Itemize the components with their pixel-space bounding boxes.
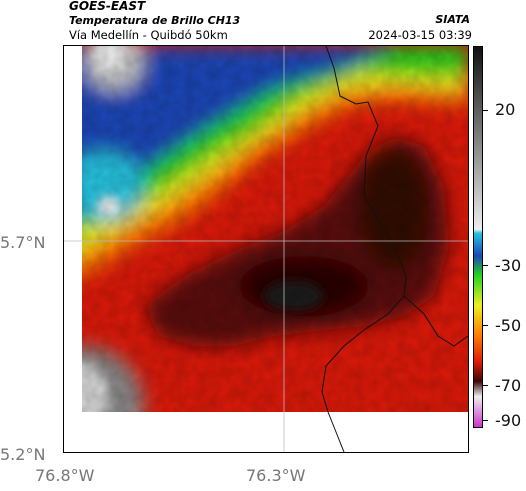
brightness-temperature-map [63, 45, 469, 453]
route-subtitle: Vía Medellín - Quibdó 50km [69, 28, 228, 42]
field-texture [64, 46, 468, 452]
department-border-branch [403, 295, 468, 347]
colorbar-svg [474, 47, 482, 427]
department-border [321, 46, 407, 452]
cbar-label-minus90: -90 [495, 411, 522, 430]
cbar-tick-20 [483, 110, 488, 111]
cbar-label-20: 20 [495, 100, 516, 119]
no-data-strip [64, 412, 468, 452]
cbar-tick-50 [483, 325, 488, 326]
map-svg [64, 46, 468, 452]
cbar-tick-90 [483, 420, 488, 421]
lon-label-76-8: 76.8°W [35, 466, 95, 485]
lat-label-5-7: 5.7°N [0, 233, 46, 252]
satellite-title: GOES-EAST [69, 0, 146, 13]
product-title: Temperatura de Brillo CH13 [69, 14, 241, 27]
cbar-label-minus30: -30 [495, 256, 522, 275]
timestamp-label: 2024-03-15 03:39 [368, 28, 472, 42]
cbar-label-minus50: -50 [495, 316, 522, 335]
no-data-edge [64, 46, 82, 452]
cbar-label-minus70: -70 [495, 376, 522, 395]
lat-label-5-2: 5.2°N [0, 445, 46, 464]
organization-label: SIATA [435, 13, 470, 26]
cbar-tick-70 [483, 385, 488, 386]
colorbar-gradient [474, 47, 482, 427]
lon-label-76-3: 76.3°W [246, 466, 306, 485]
colorbar [473, 46, 483, 428]
cbar-tick-30 [483, 265, 488, 266]
